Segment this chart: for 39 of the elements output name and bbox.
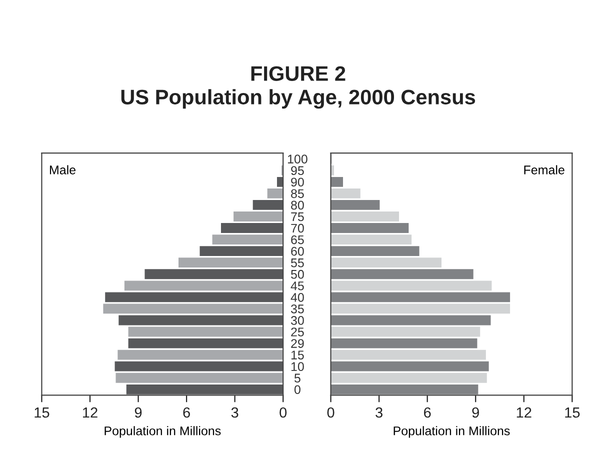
y-tick-label: 65: [291, 235, 304, 244]
x-tick-label: 6: [424, 407, 431, 418]
y-tick-label: 0: [294, 385, 300, 394]
annotation: Female: [524, 165, 564, 174]
y-tick-label: 15: [291, 350, 304, 360]
x-tick-label: 3: [376, 407, 382, 418]
chart-subtitle: US Population by Age, 2000 Census: [121, 89, 476, 109]
y-tick-label: 60: [291, 246, 304, 256]
y-tick-label: 85: [291, 189, 304, 198]
x-tick-label: 9: [472, 407, 479, 418]
x-axis-title: Population in Millions: [104, 426, 221, 438]
x-tick-label: 0: [280, 407, 287, 418]
y-tick-label: 10: [291, 362, 304, 371]
x-tick-label: 12: [83, 407, 98, 418]
chart-title: FIGURE 2: [251, 66, 346, 81]
x-tick-label: 6: [183, 407, 190, 418]
y-tick-label: 45: [290, 282, 304, 290]
y-tick-label: 50: [290, 270, 304, 279]
x-tick-label: 0: [327, 407, 334, 418]
y-tick-label: 80: [291, 200, 304, 210]
x-tick-label: 15: [565, 408, 580, 418]
y-tick-label: 35: [290, 304, 304, 314]
y-tick-label: 70: [291, 224, 304, 233]
y-tick-label: 100: [288, 154, 308, 164]
y-tick-label: 95: [291, 166, 304, 176]
y-tick-label: 25: [291, 328, 304, 336]
y-tick-label: 30: [290, 316, 304, 325]
y-tick-label: 29: [291, 339, 304, 348]
y-tick-label: 55: [290, 258, 304, 268]
x-tick-label: 9: [134, 407, 142, 418]
x-tick-label: 3: [231, 407, 238, 418]
x-tick-label: 12: [516, 407, 532, 418]
y-tick-label: 40: [290, 292, 304, 302]
annotation: Male: [50, 165, 76, 174]
x-axis-title: Population in Millions: [394, 426, 510, 438]
y-tick-label: 75: [291, 212, 304, 222]
y-tick-label: 5: [294, 374, 300, 383]
x-tick-label: 15: [34, 408, 50, 418]
y-tick-label: 90: [291, 178, 304, 187]
